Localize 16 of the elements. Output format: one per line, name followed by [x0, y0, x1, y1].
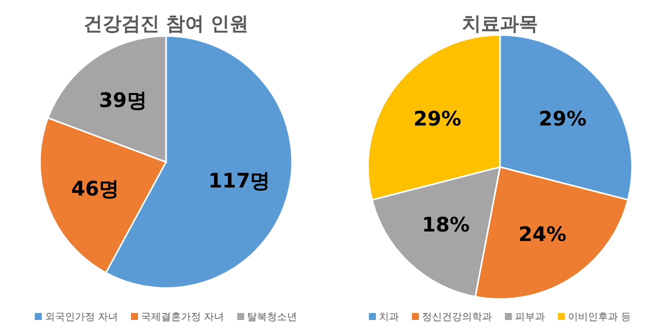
data-label: 117명: [208, 168, 270, 193]
data-label: 46명: [71, 176, 120, 200]
legend-label: 정신건강의학과: [422, 312, 492, 323]
data-label: 18%: [422, 212, 470, 237]
legend-label: 이비인후과 등: [568, 312, 632, 323]
legend-label: 외국인가정 자녀: [44, 312, 118, 323]
data-label: 29%: [413, 106, 462, 130]
legend-label: 국제결혼가정 자녀: [141, 312, 224, 323]
chart-title: 치료과목: [462, 13, 538, 35]
legend-label: 피부과: [514, 312, 545, 323]
chart-title: 건강검진 참여 인원: [83, 13, 249, 35]
data-label: 29%: [538, 106, 587, 130]
legend-label: 탈북청소년: [247, 312, 298, 323]
legend-label: 치과: [378, 312, 399, 323]
data-label: 39명: [98, 88, 147, 112]
data-label: 24%: [518, 222, 566, 246]
